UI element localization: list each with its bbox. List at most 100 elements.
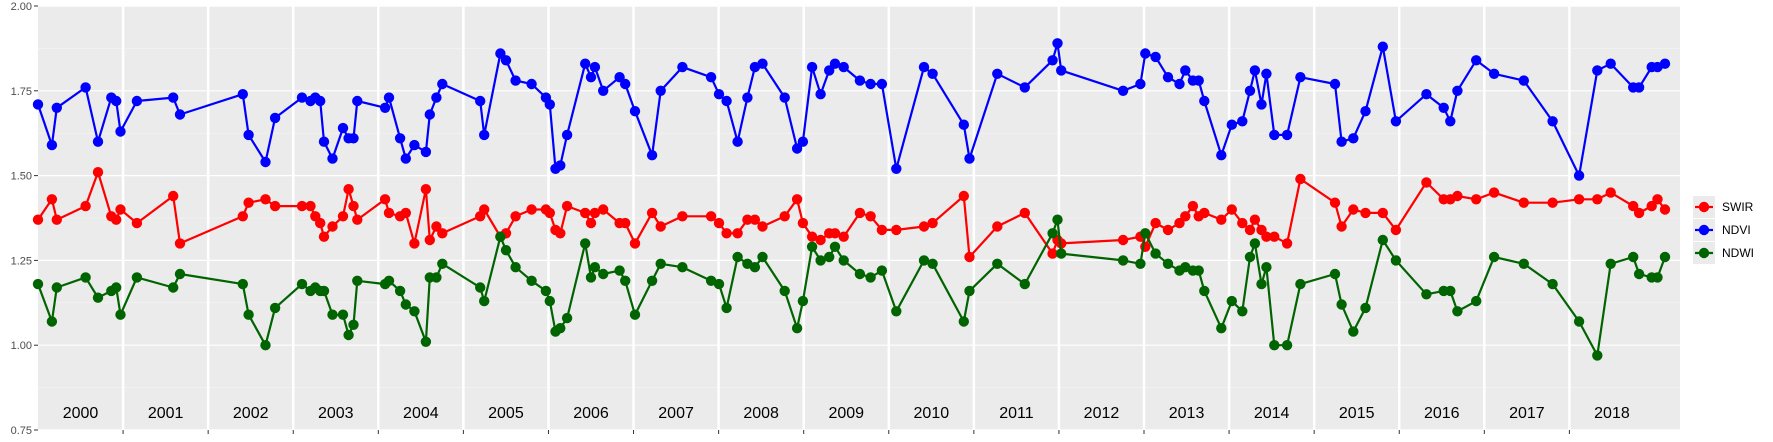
data-point xyxy=(1329,197,1341,208)
data-point xyxy=(1256,278,1267,290)
data-point xyxy=(1390,255,1402,266)
data-point xyxy=(677,211,688,222)
data-point xyxy=(589,61,601,73)
data-point xyxy=(111,214,122,225)
data-point xyxy=(749,214,761,225)
data-point xyxy=(1174,217,1185,229)
y-tick-label: 1.00 xyxy=(11,340,32,352)
y-tick-label: 0.75 xyxy=(11,425,32,437)
data-point xyxy=(352,214,363,225)
legend-label-ndvi: NDVI xyxy=(1722,223,1751,237)
data-point xyxy=(1237,217,1248,229)
data-point xyxy=(629,106,641,117)
data-point xyxy=(806,61,818,73)
data-point xyxy=(646,150,658,161)
data-point xyxy=(1140,48,1151,59)
year-label: 2018 xyxy=(1594,405,1630,422)
data-point xyxy=(1052,38,1063,49)
data-point xyxy=(1652,194,1663,205)
data-point xyxy=(1336,136,1347,147)
year-label: 2009 xyxy=(828,405,864,422)
data-point xyxy=(854,268,866,280)
data-point xyxy=(918,61,930,73)
data-point xyxy=(1193,265,1204,276)
data-point xyxy=(437,258,448,269)
data-point xyxy=(655,258,666,269)
data-point xyxy=(677,61,688,73)
legend: SWIR NDVI NDWI xyxy=(1690,196,1770,266)
data-point xyxy=(992,258,1003,269)
data-point xyxy=(1187,200,1199,212)
year-label: 2004 xyxy=(403,405,439,422)
data-point xyxy=(614,265,625,276)
data-point xyxy=(337,309,349,320)
data-point xyxy=(51,102,62,114)
data-point xyxy=(732,228,743,239)
data-point xyxy=(1226,295,1238,307)
data-point xyxy=(797,295,809,307)
data-point xyxy=(992,68,1003,80)
data-point xyxy=(32,278,44,290)
data-point xyxy=(1216,150,1227,161)
data-point xyxy=(1162,224,1174,236)
data-point xyxy=(992,221,1003,232)
data-point xyxy=(1488,251,1500,263)
data-point xyxy=(343,184,354,195)
data-point xyxy=(1659,58,1671,69)
data-point xyxy=(585,217,597,229)
data-point xyxy=(431,92,442,103)
data-point xyxy=(115,309,126,320)
data-point xyxy=(1518,197,1530,208)
data-point xyxy=(1162,72,1174,83)
data-point xyxy=(379,194,391,205)
data-point xyxy=(383,275,395,286)
data-point xyxy=(237,278,248,290)
data-point xyxy=(1659,251,1671,263)
data-point xyxy=(1518,75,1530,86)
data-point xyxy=(409,238,420,249)
year-label: 2010 xyxy=(914,405,950,422)
x-axis xyxy=(122,430,1570,434)
data-point xyxy=(500,55,512,66)
data-point xyxy=(1199,207,1210,219)
data-point xyxy=(620,217,631,229)
data-point xyxy=(1226,119,1238,130)
data-point xyxy=(1269,340,1280,351)
data-point xyxy=(1452,190,1463,202)
year-label: 2013 xyxy=(1169,405,1205,422)
data-point xyxy=(1281,340,1293,351)
data-point xyxy=(1348,326,1359,337)
data-point xyxy=(1518,258,1530,269)
data-point xyxy=(927,258,938,269)
data-point xyxy=(243,309,254,320)
y-tick-label: 1.75 xyxy=(11,86,32,98)
data-point xyxy=(1360,302,1371,314)
data-point xyxy=(876,265,888,276)
data-point xyxy=(598,204,609,215)
data-point xyxy=(510,262,521,273)
data-point xyxy=(713,89,725,100)
data-point xyxy=(383,92,395,103)
data-point xyxy=(876,224,888,236)
data-point xyxy=(580,207,591,219)
data-point xyxy=(1117,234,1129,246)
data-point xyxy=(580,58,591,69)
data-point xyxy=(865,272,876,283)
data-point xyxy=(111,282,122,293)
data-point xyxy=(757,251,768,263)
data-point xyxy=(1199,285,1210,297)
legend-key-point xyxy=(1698,201,1710,213)
data-point xyxy=(865,78,876,90)
y-tick-label: 2.00 xyxy=(11,1,32,13)
data-point xyxy=(555,323,566,334)
data-point xyxy=(315,217,326,229)
data-point xyxy=(629,238,641,249)
data-point xyxy=(540,285,552,297)
data-point xyxy=(757,58,768,69)
data-point xyxy=(174,268,186,280)
data-point xyxy=(561,129,573,141)
data-point xyxy=(1471,194,1482,205)
data-point xyxy=(1180,211,1191,222)
data-point xyxy=(1117,85,1129,97)
